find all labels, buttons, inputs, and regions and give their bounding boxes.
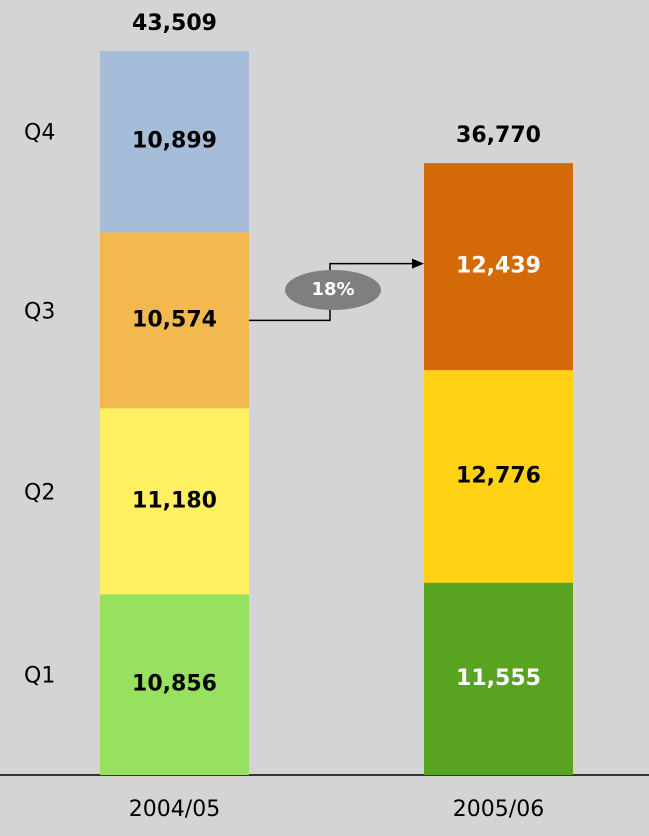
bar-segment xyxy=(424,370,573,583)
value-label: 10,856 xyxy=(132,672,217,697)
bar-segment xyxy=(424,163,573,371)
category-label: 2004/05 xyxy=(129,797,220,822)
total-label: 36,770 xyxy=(456,123,541,148)
legend-label: Q2 xyxy=(24,480,55,505)
value-label: 12,439 xyxy=(456,254,541,279)
annotation-bubble xyxy=(285,269,381,310)
bar-segment xyxy=(424,582,573,775)
total-label: 43,509 xyxy=(132,11,217,36)
arrow-head xyxy=(412,258,424,269)
legend-label: Q3 xyxy=(24,299,55,324)
legend-label: Q4 xyxy=(24,121,55,146)
value-label: 12,776 xyxy=(456,463,541,488)
value-label: 11,180 xyxy=(132,488,217,513)
value-label: 10,574 xyxy=(132,307,217,332)
bar-segment xyxy=(100,232,249,409)
annotation: 18% xyxy=(311,279,354,300)
bar-segment xyxy=(100,408,249,595)
bar-segment xyxy=(100,594,249,775)
value-label: 11,555 xyxy=(456,666,541,691)
legend-label: Q1 xyxy=(24,664,55,689)
category-label: 2005/06 xyxy=(453,797,544,822)
bar-segment xyxy=(100,51,249,233)
value-label: 10,899 xyxy=(132,129,217,154)
